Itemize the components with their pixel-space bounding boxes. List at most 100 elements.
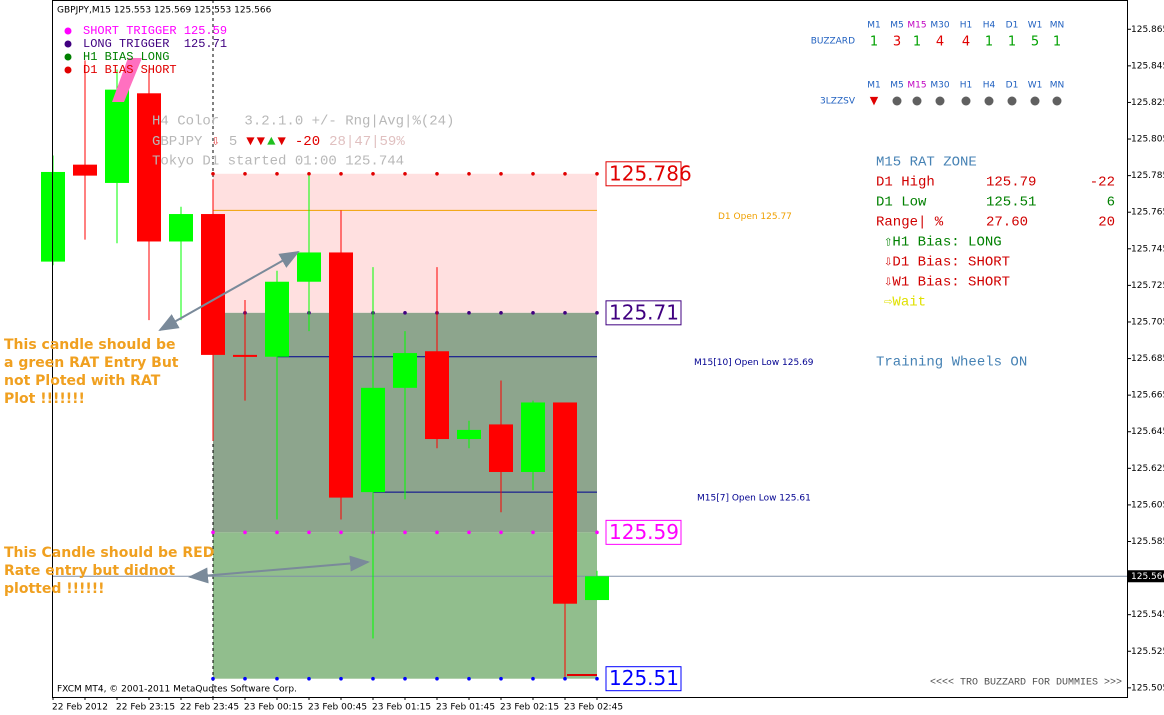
timeframe-label: M30 — [930, 81, 949, 91]
level-dot — [435, 171, 439, 176]
level-dot — [403, 171, 407, 176]
y-tick-label: 125.825 — [1131, 98, 1164, 108]
rat-title: M15 RAT ZONE — [876, 155, 977, 171]
level-dot — [499, 311, 503, 315]
y-tick-label: 125.585 — [1131, 537, 1164, 547]
candle-body — [201, 214, 225, 355]
rat-status: Training Wheels ON — [876, 355, 1027, 371]
legend-text: D1 BIAS SHORT — [83, 63, 177, 77]
rat-bias: ⇧H1 Bias: LONG — [884, 235, 1002, 251]
zz-marker: ▼ — [870, 94, 879, 107]
candle-body — [553, 402, 577, 604]
buzzard-value: 3 — [893, 35, 901, 50]
y-tick-label: 125.765 — [1131, 208, 1164, 218]
timeframe-label: M15 — [907, 21, 926, 31]
timeframe-label: M15 — [907, 81, 926, 91]
rat-cell: Range| % — [876, 215, 944, 231]
candle-body — [73, 164, 97, 176]
level-dot — [307, 676, 311, 681]
x-tick-label: 23 Feb 01:15 — [372, 703, 431, 713]
level-dot — [403, 530, 407, 535]
level-dot — [531, 311, 535, 315]
level-dot — [243, 676, 247, 681]
candle-body — [361, 387, 385, 493]
overlay-text: Tokyo D1 started 01:00 125.744 — [152, 154, 404, 170]
timeframe-label: H1 — [960, 21, 973, 31]
buzzard-label: BUZZARD — [811, 37, 855, 47]
y-tick-label: 125.845 — [1131, 61, 1164, 71]
rat-bias: ⇨Wait — [884, 295, 926, 311]
y-tick-label: 125.665 — [1131, 391, 1164, 401]
zz-marker — [935, 96, 945, 106]
buzzard-label: 3LZZSV — [820, 97, 856, 107]
candle-body — [457, 429, 481, 440]
level-dot — [595, 676, 599, 681]
footer-left: FXCM MT4, © 2001-2011 MetaQuotes Softwar… — [57, 685, 297, 695]
plot-border — [52, 0, 1128, 698]
annotation-text: plotted !!!!!! — [4, 581, 105, 597]
legend-dot — [64, 40, 72, 48]
buzzard-value: 1 — [1053, 35, 1061, 50]
level-dot — [595, 171, 599, 176]
candle-body — [169, 214, 193, 242]
level-label: 125.71 — [609, 300, 679, 324]
buzzard-value: 1 — [985, 35, 993, 50]
zz-marker — [961, 96, 971, 106]
x-tick-label: 23 Feb 02:45 — [564, 703, 623, 713]
candle-body — [233, 354, 257, 357]
level-dot — [275, 171, 279, 176]
level-dot — [211, 676, 215, 681]
overlay-piece: ▼ — [246, 134, 255, 150]
annotation-text: This candle should be — [4, 337, 176, 353]
level-dot — [531, 171, 535, 176]
annotation-text: a green RAT Entry But — [4, 355, 179, 371]
footer-right: <<<< TRO BUZZARD FOR DUMMIES >>> — [930, 678, 1122, 689]
candle-body — [425, 351, 449, 440]
level-dot — [563, 171, 567, 176]
overlay-piece: ▼ — [277, 134, 286, 150]
annotation-text: not Ploted with RAT — [4, 373, 161, 389]
level-dot — [499, 676, 503, 681]
level-label: 125.51 — [609, 666, 679, 690]
current-price-box — [1128, 570, 1164, 583]
legend-text: LONG TRIGGER 125.71 — [83, 37, 227, 51]
zz-marker — [1052, 96, 1062, 106]
x-tick-label: 22 Feb 23:45 — [180, 703, 239, 713]
y-tick-label: 125.745 — [1131, 244, 1164, 254]
level-dot — [499, 171, 503, 176]
level-dot — [275, 530, 279, 535]
y-tick-label: 125.685 — [1131, 354, 1164, 364]
level-dot — [211, 171, 215, 176]
y-tick-label: 125.505 — [1131, 683, 1164, 693]
overlay-piece: ⇩ — [211, 134, 219, 150]
buzzard-value: 4 — [936, 35, 944, 50]
candle-body — [105, 89, 129, 183]
y-tick-label: 125.625 — [1131, 464, 1164, 474]
y-tick-label: 125.725 — [1131, 281, 1164, 291]
rat-zone — [213, 532, 597, 679]
level-dot — [563, 311, 567, 315]
candle-body — [521, 402, 545, 472]
level-dot — [403, 311, 407, 315]
x-tick-label: 22 Feb 23:15 — [116, 703, 175, 713]
rat-bias: ⇩W1 Bias: SHORT — [884, 275, 1010, 291]
timeframe-label: M5 — [890, 21, 904, 31]
marker-shape — [112, 58, 142, 102]
zz-marker — [1007, 96, 1017, 106]
overlay-text: GBPJPY ⇩ 5 ▼ ▼ ▲ ▼ -20 28|47|59% — [152, 134, 405, 150]
legend-dot — [64, 66, 72, 74]
level-box — [605, 519, 682, 545]
level-box — [605, 666, 682, 692]
overlay-piece: ▲ — [267, 134, 276, 150]
level-dot — [467, 676, 471, 681]
candle-body — [585, 576, 609, 601]
overlay-piece: 5 — [229, 134, 237, 150]
y-tick-label: 125.605 — [1131, 500, 1164, 510]
y-tick-label: 125.705 — [1131, 317, 1164, 327]
level-dot — [371, 171, 375, 176]
level-dot — [595, 530, 599, 535]
timeframe-label: D1 — [1006, 21, 1019, 31]
annotation-text: This Candle should be RED — [4, 545, 214, 561]
level-dot — [339, 676, 343, 681]
